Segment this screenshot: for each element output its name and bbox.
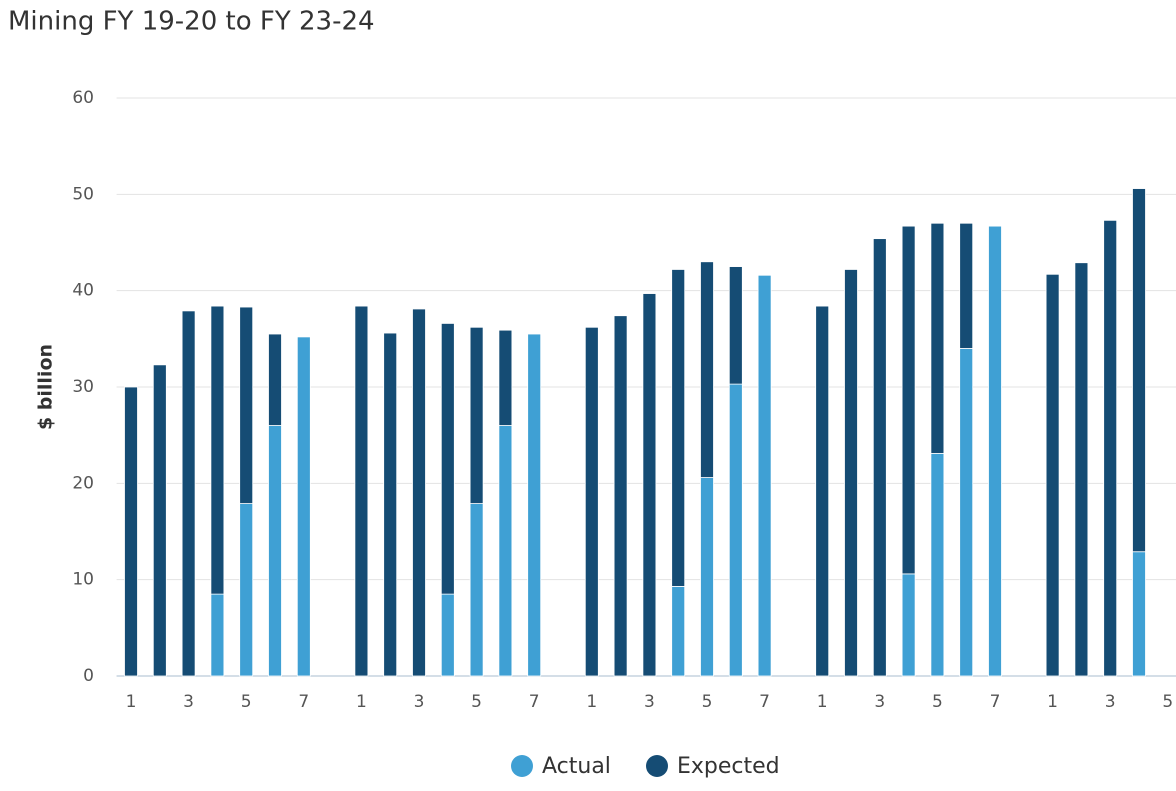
bar-segment bbox=[671, 586, 686, 677]
bar-segment bbox=[152, 364, 167, 677]
bar-segment bbox=[988, 225, 1002, 677]
bar-segment bbox=[210, 593, 225, 677]
chart-title: Mining FY 19-20 to FY 23-24 bbox=[8, 7, 375, 37]
x-tick-label: 3 bbox=[874, 692, 885, 712]
y-tick-label: 50 bbox=[72, 184, 94, 204]
bar-segment bbox=[844, 269, 858, 677]
y-tick-label: 20 bbox=[72, 473, 94, 493]
bar-segment bbox=[1045, 273, 1060, 677]
bar-segment bbox=[901, 573, 916, 677]
bar-segment bbox=[1132, 551, 1146, 677]
legend-label: Expected bbox=[677, 754, 780, 779]
bar-segment bbox=[268, 333, 282, 426]
x-tick-label: 5 bbox=[702, 692, 713, 712]
bar-segment bbox=[268, 425, 282, 677]
y-tick-label: 60 bbox=[72, 88, 94, 108]
x-tick-label: 7 bbox=[529, 692, 540, 712]
bar-segment bbox=[469, 326, 484, 504]
bar-segment bbox=[296, 336, 311, 677]
bar-segment bbox=[1074, 262, 1089, 677]
x-tick-label: 5 bbox=[241, 692, 252, 712]
bar-segment bbox=[901, 225, 916, 575]
bar-segment bbox=[930, 222, 945, 454]
x-tick-label: 7 bbox=[759, 692, 770, 712]
x-tick-label: 5 bbox=[932, 692, 943, 712]
bar-segment bbox=[671, 269, 686, 587]
y-axis-label: $ billion bbox=[35, 344, 57, 430]
x-tick-label: 7 bbox=[990, 692, 1001, 712]
legend-swatch bbox=[646, 755, 668, 777]
x-tick-label: 5 bbox=[1162, 692, 1173, 712]
x-tick-label: 1 bbox=[1047, 692, 1058, 712]
bar-segment bbox=[728, 266, 743, 385]
legend-label: Actual bbox=[542, 754, 611, 779]
bar-segment bbox=[181, 310, 196, 677]
bar-segment bbox=[440, 593, 455, 677]
bar-segment bbox=[440, 323, 455, 595]
bar-segment bbox=[959, 222, 974, 349]
bar-segment bbox=[239, 306, 254, 504]
bar-segment bbox=[124, 386, 138, 677]
x-tick-label: 1 bbox=[126, 692, 137, 712]
bar-segment bbox=[383, 332, 398, 677]
legend-swatch bbox=[511, 755, 533, 777]
bar-segment bbox=[700, 477, 714, 677]
bar-segment bbox=[642, 293, 657, 677]
x-tick-label: 1 bbox=[586, 692, 597, 712]
bar-segment bbox=[412, 308, 426, 677]
x-tick-label: 3 bbox=[414, 692, 425, 712]
bar-segment bbox=[584, 326, 599, 677]
x-tick-label: 1 bbox=[356, 692, 367, 712]
bar-segment bbox=[613, 315, 628, 677]
y-tick-label: 0 bbox=[83, 666, 94, 686]
bar-segment bbox=[872, 238, 887, 677]
bar-segment bbox=[1103, 219, 1118, 677]
y-tick-label: 10 bbox=[72, 570, 94, 590]
x-tick-label: 1 bbox=[817, 692, 828, 712]
bar-segment bbox=[498, 329, 513, 426]
bar-segment bbox=[354, 305, 369, 677]
bar-segment bbox=[728, 383, 743, 677]
bar-segment bbox=[700, 261, 714, 478]
bar-segment bbox=[757, 274, 772, 677]
x-tick-label: 3 bbox=[1105, 692, 1116, 712]
bar-segment bbox=[959, 348, 974, 677]
bar-segment bbox=[930, 453, 945, 677]
y-tick-label: 40 bbox=[72, 281, 94, 301]
bar-segment bbox=[498, 425, 513, 677]
bar-segment bbox=[815, 305, 830, 677]
y-tick-label: 30 bbox=[72, 377, 94, 397]
x-tick-label: 7 bbox=[298, 692, 309, 712]
x-tick-label: 3 bbox=[644, 692, 655, 712]
x-tick-label: 5 bbox=[471, 692, 482, 712]
bar-segment bbox=[469, 503, 484, 677]
bar-segment bbox=[527, 333, 542, 677]
bar-segment bbox=[239, 503, 254, 677]
bar-segment bbox=[1132, 188, 1146, 553]
bar-segment bbox=[210, 305, 225, 595]
x-tick-label: 3 bbox=[183, 692, 194, 712]
